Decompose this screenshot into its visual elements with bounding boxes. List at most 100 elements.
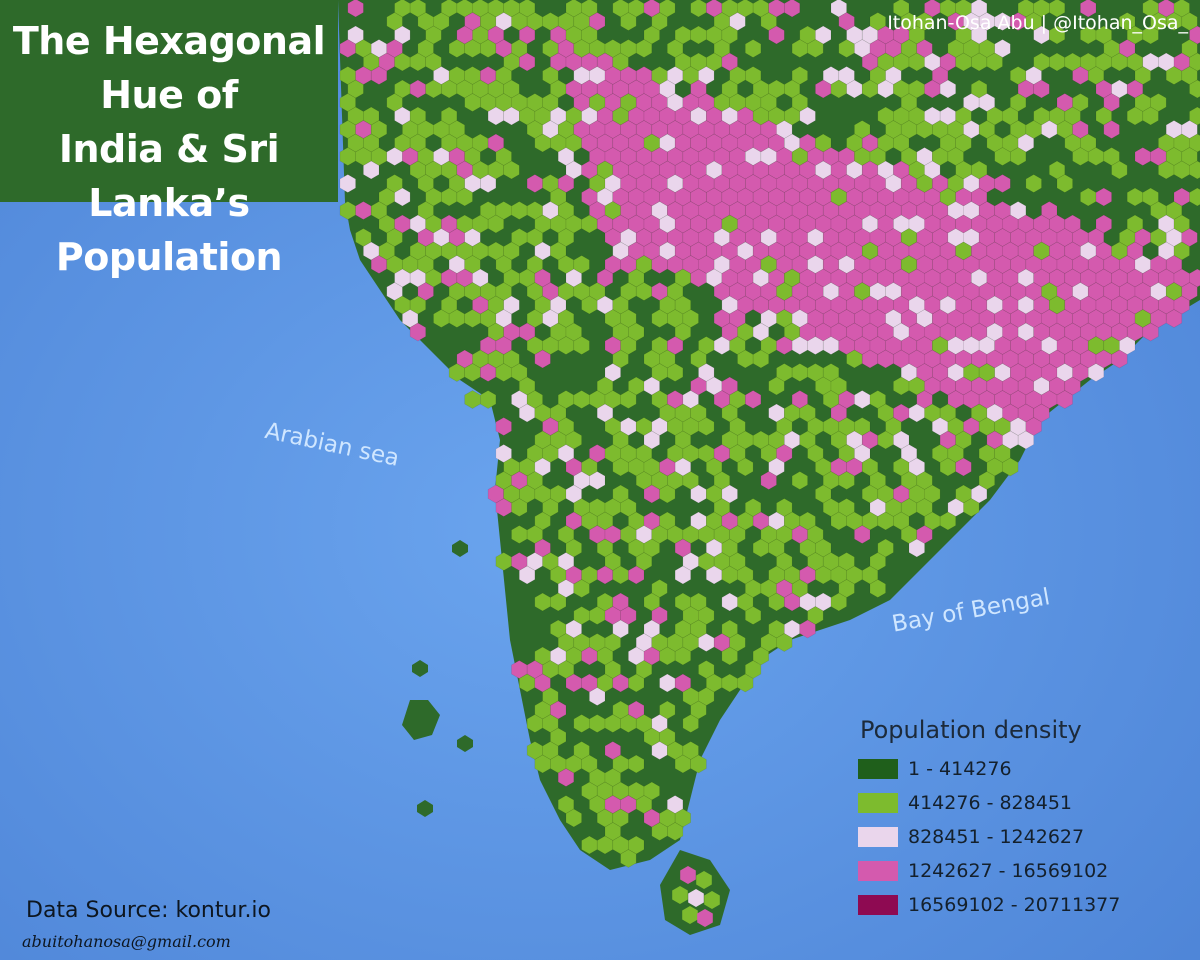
hex-cell bbox=[672, 886, 688, 904]
hex-cell bbox=[1142, 25, 1159, 45]
hex-cell bbox=[760, 471, 777, 490]
legend-swatch bbox=[858, 861, 898, 881]
hex-cell bbox=[1189, 187, 1200, 207]
hex-cell bbox=[768, 25, 785, 45]
hex-cell bbox=[737, 673, 754, 693]
hex-cell bbox=[666, 363, 684, 382]
hex-cell bbox=[628, 673, 645, 693]
legend-swatch bbox=[858, 827, 898, 847]
hex-cell bbox=[994, 174, 1011, 193]
hex-cell bbox=[704, 891, 720, 909]
legend-swatch bbox=[858, 895, 898, 915]
title-line-3: Population bbox=[55, 235, 283, 279]
hex-cell bbox=[696, 871, 712, 889]
hex-cell bbox=[620, 849, 637, 868]
hex-cell bbox=[680, 866, 696, 884]
hex-cell bbox=[635, 39, 653, 58]
hex-cell bbox=[1111, 349, 1128, 369]
hex-cell bbox=[550, 592, 567, 612]
legend-swatch bbox=[858, 793, 898, 813]
hex-cell bbox=[955, 457, 972, 477]
legend-title: Population density bbox=[860, 716, 1082, 744]
hex-cell bbox=[854, 525, 871, 544]
legend-item: 828451 - 1242627 bbox=[858, 820, 1158, 854]
hex-cell bbox=[908, 538, 925, 558]
hex-density-layer bbox=[339, 0, 1200, 927]
hex-cell bbox=[1002, 457, 1019, 477]
hex-cell bbox=[347, 0, 364, 18]
hex-cell bbox=[534, 349, 551, 369]
hex-cell bbox=[409, 322, 427, 342]
hex-cell bbox=[1049, 25, 1066, 45]
hex-cell bbox=[620, 12, 637, 31]
hex-cell bbox=[518, 52, 536, 72]
hex-cell bbox=[682, 906, 698, 924]
hex-cell bbox=[495, 417, 512, 436]
title-line-1: The Hexagonal Hue of bbox=[12, 19, 326, 117]
hex-cell bbox=[697, 909, 713, 927]
hex-cell bbox=[620, 390, 637, 409]
hex-cell bbox=[1025, 174, 1042, 193]
hex-cell bbox=[1189, 160, 1200, 180]
hex-cell bbox=[744, 606, 762, 625]
hex-cell bbox=[783, 0, 801, 18]
hex-cell bbox=[869, 579, 886, 598]
hex-cell bbox=[1142, 322, 1159, 342]
hex-cell bbox=[666, 822, 684, 841]
hex-cell bbox=[534, 511, 551, 531]
hex-cell bbox=[674, 565, 692, 585]
legend-label: 1242627 - 16569102 bbox=[908, 860, 1109, 882]
hex-cell bbox=[1056, 390, 1073, 409]
hex-cell bbox=[1165, 309, 1183, 328]
hex-cell bbox=[768, 376, 785, 396]
legend-label: 828451 - 1242627 bbox=[908, 826, 1085, 848]
data-source: Data Source: kontur.io bbox=[26, 898, 272, 923]
hex-cell bbox=[628, 565, 645, 585]
hex-cell bbox=[799, 106, 816, 126]
hex-cell bbox=[503, 160, 520, 180]
legend-label: 16569102 - 20711377 bbox=[908, 894, 1121, 916]
hex-cell bbox=[1049, 0, 1066, 18]
hex-cell bbox=[370, 66, 388, 85]
hex-cell bbox=[518, 565, 536, 585]
hex-cell bbox=[939, 511, 957, 531]
legend-label: 1 - 414276 bbox=[908, 758, 1012, 780]
title-panel: The Hexagonal Hue of India & Sri Lanka’s… bbox=[0, 0, 338, 279]
hex-cell bbox=[737, 457, 754, 477]
legend-item: 1 - 414276 bbox=[858, 752, 1158, 786]
legend-item: 1242627 - 16569102 bbox=[858, 854, 1158, 888]
hex-cell bbox=[807, 39, 824, 58]
hex-cell bbox=[456, 187, 473, 207]
hex-cell bbox=[690, 754, 707, 774]
hex-cell bbox=[744, 39, 762, 58]
hex-cell bbox=[573, 336, 590, 355]
hex-cell bbox=[963, 498, 980, 517]
hex-cell bbox=[1056, 174, 1073, 193]
hex-cell bbox=[791, 471, 808, 490]
hex-cell bbox=[589, 471, 606, 490]
hex-cell bbox=[939, 79, 957, 99]
hex-cell bbox=[1111, 160, 1128, 180]
hex-cell bbox=[1087, 363, 1105, 382]
hex-cell bbox=[830, 592, 847, 612]
hex-cell bbox=[698, 417, 715, 436]
legend: Population density 1 - 414276 414276 - 8… bbox=[858, 716, 1158, 922]
hex-cell bbox=[1080, 0, 1097, 18]
hex-cell bbox=[1103, 120, 1120, 139]
hex-cell bbox=[1142, 106, 1159, 126]
hex-cell bbox=[557, 768, 575, 787]
hex-cell bbox=[534, 457, 551, 477]
hex-cell bbox=[776, 633, 793, 652]
hex-cell bbox=[589, 687, 606, 706]
hex-cell bbox=[838, 471, 855, 490]
page-title: The Hexagonal Hue of India & Sri Lanka’s… bbox=[0, 14, 338, 284]
islands bbox=[402, 540, 473, 817]
hex-cell bbox=[1009, 147, 1027, 166]
legend-item: 414276 - 828451 bbox=[858, 786, 1158, 820]
hex-cell bbox=[674, 646, 692, 666]
hex-cell bbox=[487, 214, 505, 234]
legend-item: 16569102 - 20711377 bbox=[858, 888, 1158, 922]
hex-cell bbox=[363, 160, 380, 180]
title-line-2: India & Sri Lanka’s bbox=[58, 127, 280, 225]
